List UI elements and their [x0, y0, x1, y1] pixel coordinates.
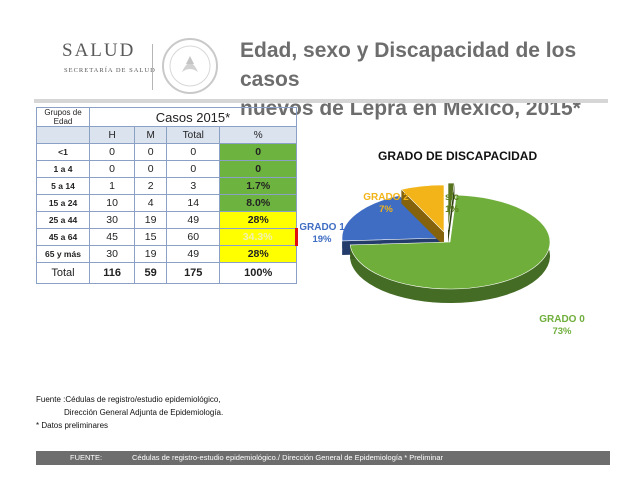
footer-bar: FUENTE: Cédulas de registro-estudio epid… — [36, 451, 610, 465]
salud-logo: SALUD SECRETARÍA DE SALUD — [50, 30, 230, 90]
h-cell: 45 — [88, 228, 136, 246]
table-row: 15 a 24 10 4 14 8.0% — [36, 194, 297, 212]
note-preliminary: * Datos preliminares — [36, 421, 109, 430]
m-cell: 2 — [134, 177, 168, 195]
total-cell: 49 — [166, 211, 221, 229]
h-cell: 0 — [88, 143, 136, 161]
h-cell: 1 — [88, 177, 136, 195]
footer-label: FUENTE: — [70, 453, 103, 462]
total-cell: 14 — [166, 194, 221, 212]
column-header-blank — [36, 126, 90, 144]
source-notes: Fuente :Cédulas de registro/estudio epid… — [36, 393, 223, 432]
pie-slice-wall — [448, 183, 455, 244]
table-row: 5 a 14 1 2 3 1.7% — [36, 177, 297, 195]
chart-title: GRADO DE DISCAPACIDAD — [378, 149, 538, 163]
column-header-m: M — [134, 126, 168, 144]
table-row: 1 a 4 0 0 0 0 — [36, 160, 297, 178]
column-header-pct: % — [219, 126, 297, 144]
pct-cell: 28% — [219, 211, 297, 229]
pie-value-label: 1% — [445, 204, 459, 215]
cases-header: Casos 2015* — [89, 107, 297, 127]
pie-slice-wall — [401, 189, 444, 246]
national-seal-icon — [162, 38, 218, 94]
pie-slice-grado-2 — [400, 184, 445, 233]
cases-table: Grupos de Edad Casos 2015* H M Total % <… — [36, 107, 298, 284]
pie-label: GRADO 0 — [539, 314, 585, 325]
column-header-h: H — [88, 126, 136, 144]
title-line-1: Edad, sexo y Discapacidad de los casos — [240, 39, 577, 91]
pct-cell: 0 — [219, 143, 297, 161]
m-cell: 0 — [134, 143, 168, 161]
total-cell: 49 — [166, 245, 221, 263]
table-row: <1 0 0 0 0 — [36, 143, 297, 161]
column-header-total: Total — [166, 126, 221, 144]
age-cell: 65 y más — [36, 245, 90, 263]
pct-cell: 1.7% — [219, 177, 297, 195]
h-cell: 0 — [88, 160, 136, 178]
pie-label: GRADO 1 — [300, 222, 345, 233]
pie-value-label: 19% — [312, 234, 332, 245]
pie-slice-s-c — [447, 182, 455, 231]
age-cell: 15 a 24 — [36, 194, 90, 212]
total-cell: 60 — [166, 228, 221, 246]
group-label-2: Edad — [53, 117, 73, 126]
title-rule — [34, 99, 608, 103]
logo-subtitle: SECRETARÍA DE SALUD — [64, 67, 156, 74]
h-cell: 30 — [88, 245, 136, 263]
note-source: Fuente :Cédulas de registro/estudio epid… — [36, 395, 221, 404]
table-header-row: Grupos de Edad Casos 2015* — [36, 107, 297, 127]
pie-label: s/c — [445, 192, 459, 203]
note-direction: Dirección General Adjunta de Epidemiolog… — [64, 408, 224, 417]
footer-text: Cédulas de registro-estudio epidemiológi… — [132, 453, 443, 462]
h-cell: 10 — [88, 194, 136, 212]
group-header-cell: Grupos de Edad — [36, 107, 90, 127]
m-cell: 0 — [134, 160, 168, 178]
total-pct: 100% — [219, 262, 297, 284]
disability-pie-chart: GRADO 073% GRADO 119% GRADO 27% s/c1% — [300, 182, 585, 337]
total-m: 59 — [134, 262, 168, 284]
total-cell: 3 — [166, 177, 221, 195]
m-cell: 15 — [134, 228, 168, 246]
group-label-1: Grupos de — [44, 108, 82, 117]
age-cell: 1 a 4 — [36, 160, 90, 178]
total-h: 116 — [88, 262, 136, 284]
pie-label: GRADO 2 — [363, 192, 409, 203]
pct-cell: 28% — [219, 245, 297, 263]
table-row: 45 a 64 45 15 60 34.3% — [36, 228, 298, 246]
total-cell: 0 — [166, 160, 221, 178]
total-label: Total — [36, 262, 90, 284]
m-cell: 19 — [134, 245, 168, 263]
total-cell: 0 — [166, 143, 221, 161]
pct-cell: 0 — [219, 160, 297, 178]
age-cell: 45 a 64 — [36, 228, 90, 246]
table-row: 65 y más 30 19 49 28% — [36, 245, 297, 263]
pie-value-label: 73% — [552, 326, 572, 337]
age-cell: <1 — [36, 143, 90, 161]
logo-divider — [152, 44, 153, 90]
total-row: Total 116 59 175 100% — [36, 262, 297, 284]
pct-cell: 34.3% — [219, 228, 298, 246]
h-cell: 30 — [88, 211, 136, 229]
m-cell: 19 — [134, 211, 168, 229]
age-cell: 5 a 14 — [36, 177, 90, 195]
table-row: 25 a 44 30 19 49 28% — [36, 211, 297, 229]
total-total: 175 — [166, 262, 221, 284]
column-header-row: H M Total % — [36, 126, 297, 144]
logo-name: SALUD — [62, 40, 136, 61]
pct-cell: 8.0% — [219, 194, 297, 212]
age-cell: 25 a 44 — [36, 211, 90, 229]
pie-slice-grado-1 — [341, 195, 443, 242]
m-cell: 4 — [134, 194, 168, 212]
pie-slice-grado-0 — [349, 194, 551, 290]
pie-value-label: 7% — [379, 204, 393, 215]
